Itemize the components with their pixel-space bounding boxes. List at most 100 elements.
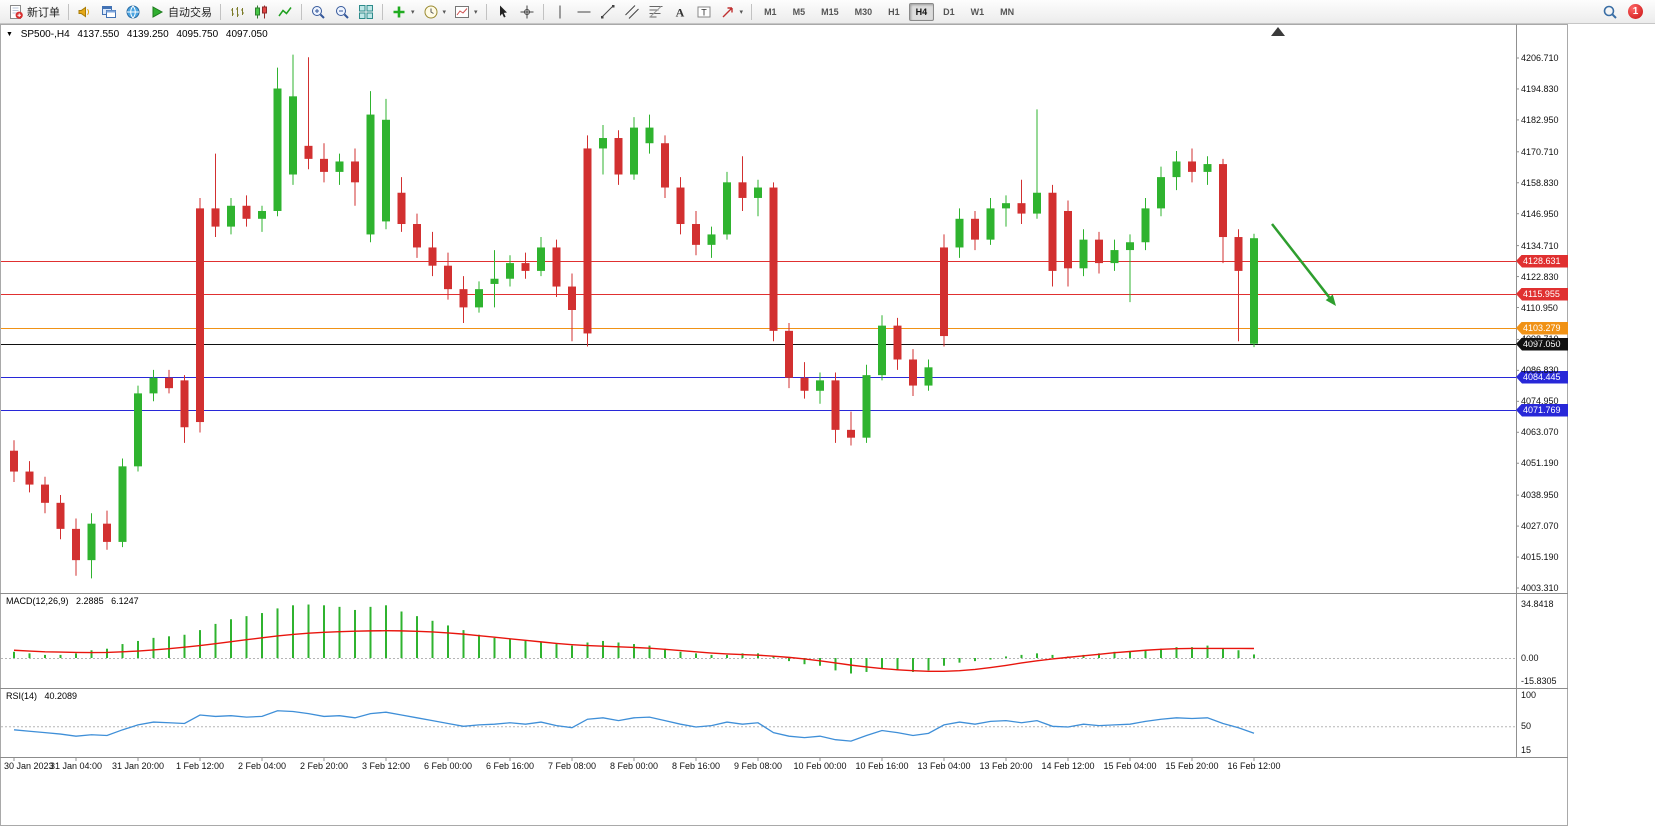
toolbar-separator — [68, 3, 69, 20]
ohlc-open: 4137.550 — [77, 29, 120, 40]
text-a-icon: A — [672, 4, 688, 20]
chart-windows-button[interactable] — [97, 0, 121, 24]
channel-button[interactable] — [620, 0, 644, 24]
text-label-button[interactable]: T — [692, 0, 716, 24]
crosshair-button[interactable] — [515, 0, 539, 24]
price-axis-label: 4146.950 — [1521, 208, 1559, 219]
new-order-button[interactable]: 新订单 — [4, 0, 64, 24]
terminal-button[interactable] — [121, 0, 145, 24]
time-axis-label: 16 Feb 12:00 — [1227, 761, 1281, 771]
timeframe-w1-button[interactable]: W1 — [970, 6, 985, 17]
macd-scale-label: 34.8418 — [1521, 598, 1554, 609]
bars-icon — [229, 4, 245, 20]
time-axis-label: 10 Feb 16:00 — [855, 761, 909, 771]
trendline-icon — [600, 4, 616, 20]
alerts-button[interactable] — [73, 0, 97, 24]
main-toolbar: 新订单 自动交易 ▾ ▾ ▾ A T ▾ M1 M5 M15 M30 H1 H4 D1 W1 MN 1 — [0, 0, 1655, 24]
globe-icon — [125, 4, 141, 20]
time-axis-label: 8 Feb 16:00 — [671, 761, 721, 771]
price-axis-label: 4122.830 — [1521, 271, 1559, 282]
price-axis-label: 4051.190 — [1521, 458, 1559, 469]
windows-icon — [101, 4, 117, 20]
one-click-trading-toggle-icon[interactable]: ▼ — [6, 31, 13, 38]
cursor-button[interactable] — [491, 0, 515, 24]
toolbar-separator — [542, 3, 544, 20]
candlestick-series — [10, 54, 1258, 579]
autotrading-button-label: 自动交易 — [168, 6, 212, 19]
search-button[interactable] — [1598, 0, 1622, 24]
svg-text:A: A — [675, 5, 684, 19]
price-axis[interactable] — [1517, 25, 1567, 757]
chart-window-frame — [0, 24, 1568, 826]
trendline-button[interactable] — [596, 0, 620, 24]
time-axis-label: 1 Feb 12:00 — [175, 761, 225, 771]
rsi-scale-label: 100 — [1521, 689, 1537, 700]
timeframe-m30-button[interactable]: M30 — [854, 6, 873, 17]
autotrading-button[interactable]: 自动交易 — [145, 0, 216, 24]
zoom-in-icon — [310, 4, 326, 20]
indicator-plus-icon — [391, 4, 407, 20]
time-axis-label: 7 Feb 08:00 — [547, 761, 597, 771]
macd-signal-value: 6.1247 — [111, 596, 139, 606]
megaphone-icon — [77, 4, 93, 20]
price-axis-label: 4110.950 — [1521, 302, 1558, 313]
arrows-button[interactable]: ▾ — [716, 0, 748, 24]
horizontal-line-objects[interactable] — [1, 261, 1516, 411]
price-axis-label: 4098.710 — [1521, 334, 1559, 345]
line-icon — [277, 4, 293, 20]
bar-chart-button[interactable] — [225, 0, 249, 24]
templates-button[interactable]: ▾ — [450, 0, 482, 24]
time-axis-label: 9 Feb 08:00 — [733, 761, 783, 771]
timeframe-m5-button[interactable]: M5 — [792, 6, 806, 17]
price-axis-label: 4015.190 — [1521, 552, 1559, 563]
notifications-badge[interactable]: 1 — [1628, 4, 1643, 19]
vline-icon — [552, 4, 568, 20]
candles-icon — [253, 4, 269, 20]
tile-windows-button[interactable] — [354, 0, 378, 24]
arrow-object[interactable] — [1271, 223, 1336, 306]
indicators-button[interactable]: ▾ — [387, 0, 419, 24]
toolbar-separator — [751, 3, 753, 20]
timeframe-d1-button[interactable]: D1 — [943, 6, 955, 17]
price-tag: 4103.279 — [1516, 321, 1568, 335]
macd-scale-label: -15.8305 — [1521, 676, 1557, 686]
macd-name: MACD(12,26,9) — [6, 596, 69, 606]
price-axis-label: 4038.950 — [1521, 490, 1559, 501]
price-axis-label: 4182.950 — [1521, 114, 1559, 125]
hline-icon — [576, 4, 592, 20]
toolbar-separator — [485, 3, 487, 20]
timeframe-m1-button[interactable]: M1 — [764, 6, 777, 17]
timeframe-mn-button[interactable]: MN — [1000, 6, 1015, 17]
svg-text:T: T — [701, 7, 707, 17]
zoom-in-button[interactable] — [306, 0, 330, 24]
rsi-value: 40.2089 — [44, 691, 78, 701]
time-axis-label: 6 Feb 16:00 — [485, 761, 535, 771]
chart-title: ▼ SP500-,H4 4137.550 4139.250 4095.750 4… — [6, 29, 273, 40]
chart-shift-marker-icon[interactable] — [1271, 27, 1285, 36]
timeframe-h4-button[interactable]: H4 — [908, 2, 935, 21]
new-order-button-label: 新订单 — [27, 6, 60, 19]
ohlc-high: 4139.250 — [126, 29, 169, 40]
timeframe-m15-button[interactable]: M15 — [821, 6, 839, 17]
price-axis-label: 4158.830 — [1521, 177, 1559, 188]
periods-button[interactable]: ▾ — [419, 0, 451, 24]
time-axis-label: 2 Feb 20:00 — [299, 761, 349, 771]
vertical-line-button[interactable] — [548, 0, 572, 24]
cursor-icon — [495, 4, 511, 20]
time-axis-label: 31 Jan 20:00 — [111, 761, 165, 771]
horizontal-line-button[interactable] — [572, 0, 596, 24]
timeframe-h1-button[interactable]: H1 — [888, 6, 900, 17]
time-axis-label: 30 Jan 2023 — [4, 761, 54, 771]
candlestick-chart-button[interactable] — [249, 0, 273, 24]
line-chart-button[interactable] — [273, 0, 297, 24]
time-axis-label: 14 Feb 12:00 — [1041, 761, 1095, 771]
zoom-out-button[interactable] — [330, 0, 354, 24]
ohlc-close: 4097.050 — [225, 29, 268, 40]
price-tag: 4084.445 — [1516, 370, 1568, 384]
fibonacci-button[interactable] — [644, 0, 668, 24]
text-button[interactable]: A — [668, 0, 692, 24]
crosshair-icon — [519, 4, 535, 20]
dropdown-caret-icon: ▾ — [442, 8, 447, 16]
